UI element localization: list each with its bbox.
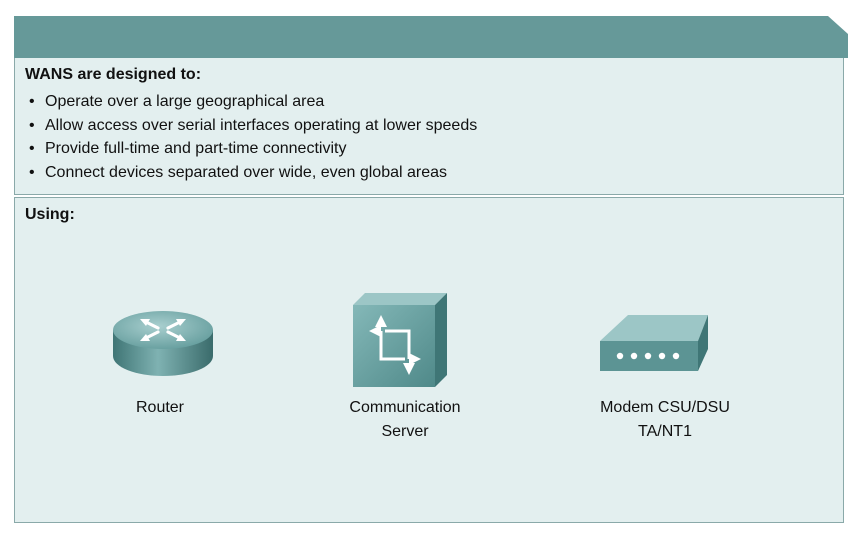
router-label: Router bbox=[135, 399, 185, 416]
header-bar bbox=[14, 16, 848, 58]
devices-panel: Using: bbox=[14, 197, 844, 523]
list-item: • Allow access over serial interfaces ope… bbox=[29, 116, 478, 134]
modem-csu-dsu-icon bbox=[600, 315, 708, 371]
wan-purposes-panel: WANS are designed to: • Operate over a la… bbox=[14, 58, 844, 195]
purpose-list: • Operate over a large geographical area … bbox=[25, 90, 477, 184]
using-label: Using: bbox=[25, 206, 75, 223]
communication-server-icon bbox=[353, 293, 447, 387]
list-item: • Connect devices separated over wide, ev… bbox=[29, 163, 448, 181]
panel-title: WANS are designed to: bbox=[25, 66, 202, 83]
router-icon bbox=[113, 311, 213, 376]
communication-server-label: Communication Server bbox=[349, 399, 461, 440]
list-item: • Provide full-time and part-time connect… bbox=[29, 140, 347, 157]
modem-csu-dsu-label: Modem CSU/DSU TA/NT1 bbox=[600, 399, 730, 440]
list-item: • Operate over a large geographical area bbox=[29, 93, 325, 110]
